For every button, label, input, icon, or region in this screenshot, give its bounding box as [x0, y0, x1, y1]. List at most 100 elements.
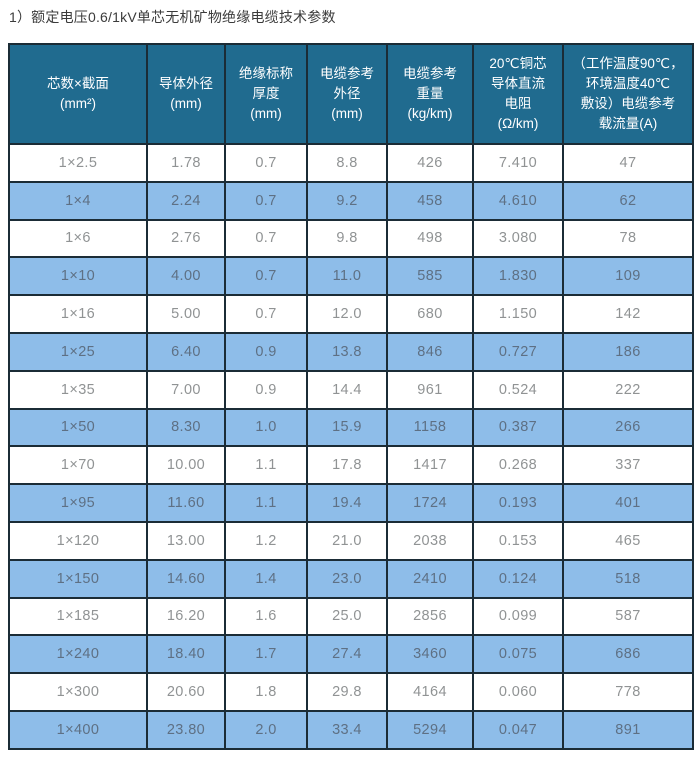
table-cell: 458 [386, 180, 474, 221]
table-row: 1×2.5 1.78 0.7 8.8 426 7.410 47 [8, 143, 694, 183]
column-header: 芯数×截面 (mm²) [8, 43, 148, 145]
table-row: 1×240 18.40 1.7 27.4 3460 0.075 686 [8, 634, 694, 675]
table-row: 1×35 7.00 0.9 14.4 961 0.524 222 [8, 369, 694, 410]
table-cell: 9.2 [306, 180, 388, 221]
table-cell: 0.075 [472, 634, 564, 675]
table-cell: 13.00 [146, 520, 226, 561]
table-cell: 0.7 [224, 143, 308, 183]
table-cell: 12.0 [306, 294, 388, 334]
table-cell: 1158 [386, 407, 474, 448]
table-cell: 1×95 [8, 483, 148, 523]
table-cell: 20.60 [146, 672, 226, 712]
table-cell: 961 [386, 369, 474, 410]
table-cell: 1.8 [224, 672, 308, 712]
table-cell: 14.4 [306, 369, 388, 410]
table-cell: 0.193 [472, 483, 564, 523]
table-cell: 47 [562, 143, 694, 183]
table-cell: 778 [562, 672, 694, 712]
table-cell: 10.00 [146, 445, 226, 486]
table-cell: 17.8 [306, 445, 388, 486]
table-cell: 465 [562, 520, 694, 561]
column-header: （工作温度90℃， 环境温度40℃ 敷设）电缆参考 载流量(A) [562, 43, 694, 145]
table-cell: 14.60 [146, 558, 226, 599]
table-cell: 1×150 [8, 558, 148, 599]
table-cell: 1×16 [8, 294, 148, 334]
table-row: 1×6 2.76 0.7 9.8 498 3.080 78 [8, 218, 694, 259]
column-header: 导体外径 (mm) [146, 43, 226, 145]
table-cell: 0.047 [472, 709, 564, 750]
table-header-row: 芯数×截面 (mm²) 导体外径 (mm) 绝缘标称 厚度 (mm) 电缆参考 外径 … [8, 43, 694, 145]
table-cell: 1.2 [224, 520, 308, 561]
table-row: 1×4 2.24 0.7 9.2 458 4.610 62 [8, 180, 694, 221]
table-cell: 33.4 [306, 709, 388, 750]
table-cell: 1×400 [8, 709, 148, 750]
table-cell: 1×10 [8, 256, 148, 297]
table-cell: 78 [562, 218, 694, 259]
table-cell: 1.4 [224, 558, 308, 599]
table-cell: 846 [386, 331, 474, 372]
table-cell: 6.40 [146, 331, 226, 372]
table-cell: 1×300 [8, 672, 148, 712]
table-cell: 2.24 [146, 180, 226, 221]
table-cell: 2410 [386, 558, 474, 599]
table-cell: 1×50 [8, 407, 148, 448]
table-row: 1×10 4.00 0.7 11.0 585 1.830 109 [8, 256, 694, 297]
column-header: 电缆参考 重量 (kg/km) [386, 43, 474, 145]
table-cell: 16.20 [146, 596, 226, 637]
table-cell: 0.9 [224, 369, 308, 410]
table-cell: 0.7 [224, 218, 308, 259]
table-row: 1×16 5.00 0.7 12.0 680 1.150 142 [8, 294, 694, 334]
table-cell: 1×120 [8, 520, 148, 561]
table-cell: 680 [386, 294, 474, 334]
table-cell: 2856 [386, 596, 474, 637]
table-cell: 7.00 [146, 369, 226, 410]
table-cell: 2.0 [224, 709, 308, 750]
table-cell: 1×35 [8, 369, 148, 410]
table-cell: 1×185 [8, 596, 148, 637]
table-cell: 142 [562, 294, 694, 334]
column-header: 绝缘标称 厚度 (mm) [224, 43, 308, 145]
table-cell: 8.30 [146, 407, 226, 448]
table-row: 1×50 8.30 1.0 15.9 1158 0.387 266 [8, 407, 694, 448]
table-row: 1×95 11.60 1.1 19.4 1724 0.193 401 [8, 483, 694, 523]
table-cell: 266 [562, 407, 694, 448]
page-title: 1）额定电压0.6/1kV单芯无机矿物绝缘电缆技术参数 [9, 9, 336, 25]
table-cell: 1.1 [224, 483, 308, 523]
table-cell: 3460 [386, 634, 474, 675]
table-cell: 13.8 [306, 331, 388, 372]
table-cell: 15.9 [306, 407, 388, 448]
table-cell: 585 [386, 256, 474, 297]
table-cell: 1×70 [8, 445, 148, 486]
table-body: 1×2.5 1.78 0.7 8.8 426 7.410 47 1×4 2.24 0.7 9.2 45… [8, 143, 694, 750]
table-row: 1×400 23.80 2.0 33.4 5294 0.047 891 [8, 709, 694, 750]
table-cell: 337 [562, 445, 694, 486]
table-row: 1×70 10.00 1.1 17.8 1417 0.268 337 [8, 445, 694, 486]
table-cell: 18.40 [146, 634, 226, 675]
table-cell: 0.9 [224, 331, 308, 372]
table-cell: 2038 [386, 520, 474, 561]
table-cell: 25.0 [306, 596, 388, 637]
table-cell: 1.78 [146, 143, 226, 183]
table-cell: 1.7 [224, 634, 308, 675]
column-header: 电缆参考 外径 (mm) [306, 43, 388, 145]
table-cell: 5.00 [146, 294, 226, 334]
table-cell: 11.0 [306, 256, 388, 297]
table-cell: 518 [562, 558, 694, 599]
table-cell: 9.8 [306, 218, 388, 259]
table-cell: 1.6 [224, 596, 308, 637]
table-row: 1×150 14.60 1.4 23.0 2410 0.124 518 [8, 558, 694, 599]
table-cell: 0.7 [224, 180, 308, 221]
table-cell: 186 [562, 331, 694, 372]
table-cell: 0.153 [472, 520, 564, 561]
table-cell: 8.8 [306, 143, 388, 183]
table-cell: 0.7 [224, 256, 308, 297]
table-cell: 1.830 [472, 256, 564, 297]
table-cell: 19.4 [306, 483, 388, 523]
table-cell: 5294 [386, 709, 474, 750]
table-row: 1×120 13.00 1.2 21.0 2038 0.153 465 [8, 520, 694, 561]
table-cell: 0.7 [224, 294, 308, 334]
table-cell: 1.150 [472, 294, 564, 334]
table-cell: 0.387 [472, 407, 564, 448]
table-cell: 1.1 [224, 445, 308, 486]
table-cell: 23.80 [146, 709, 226, 750]
